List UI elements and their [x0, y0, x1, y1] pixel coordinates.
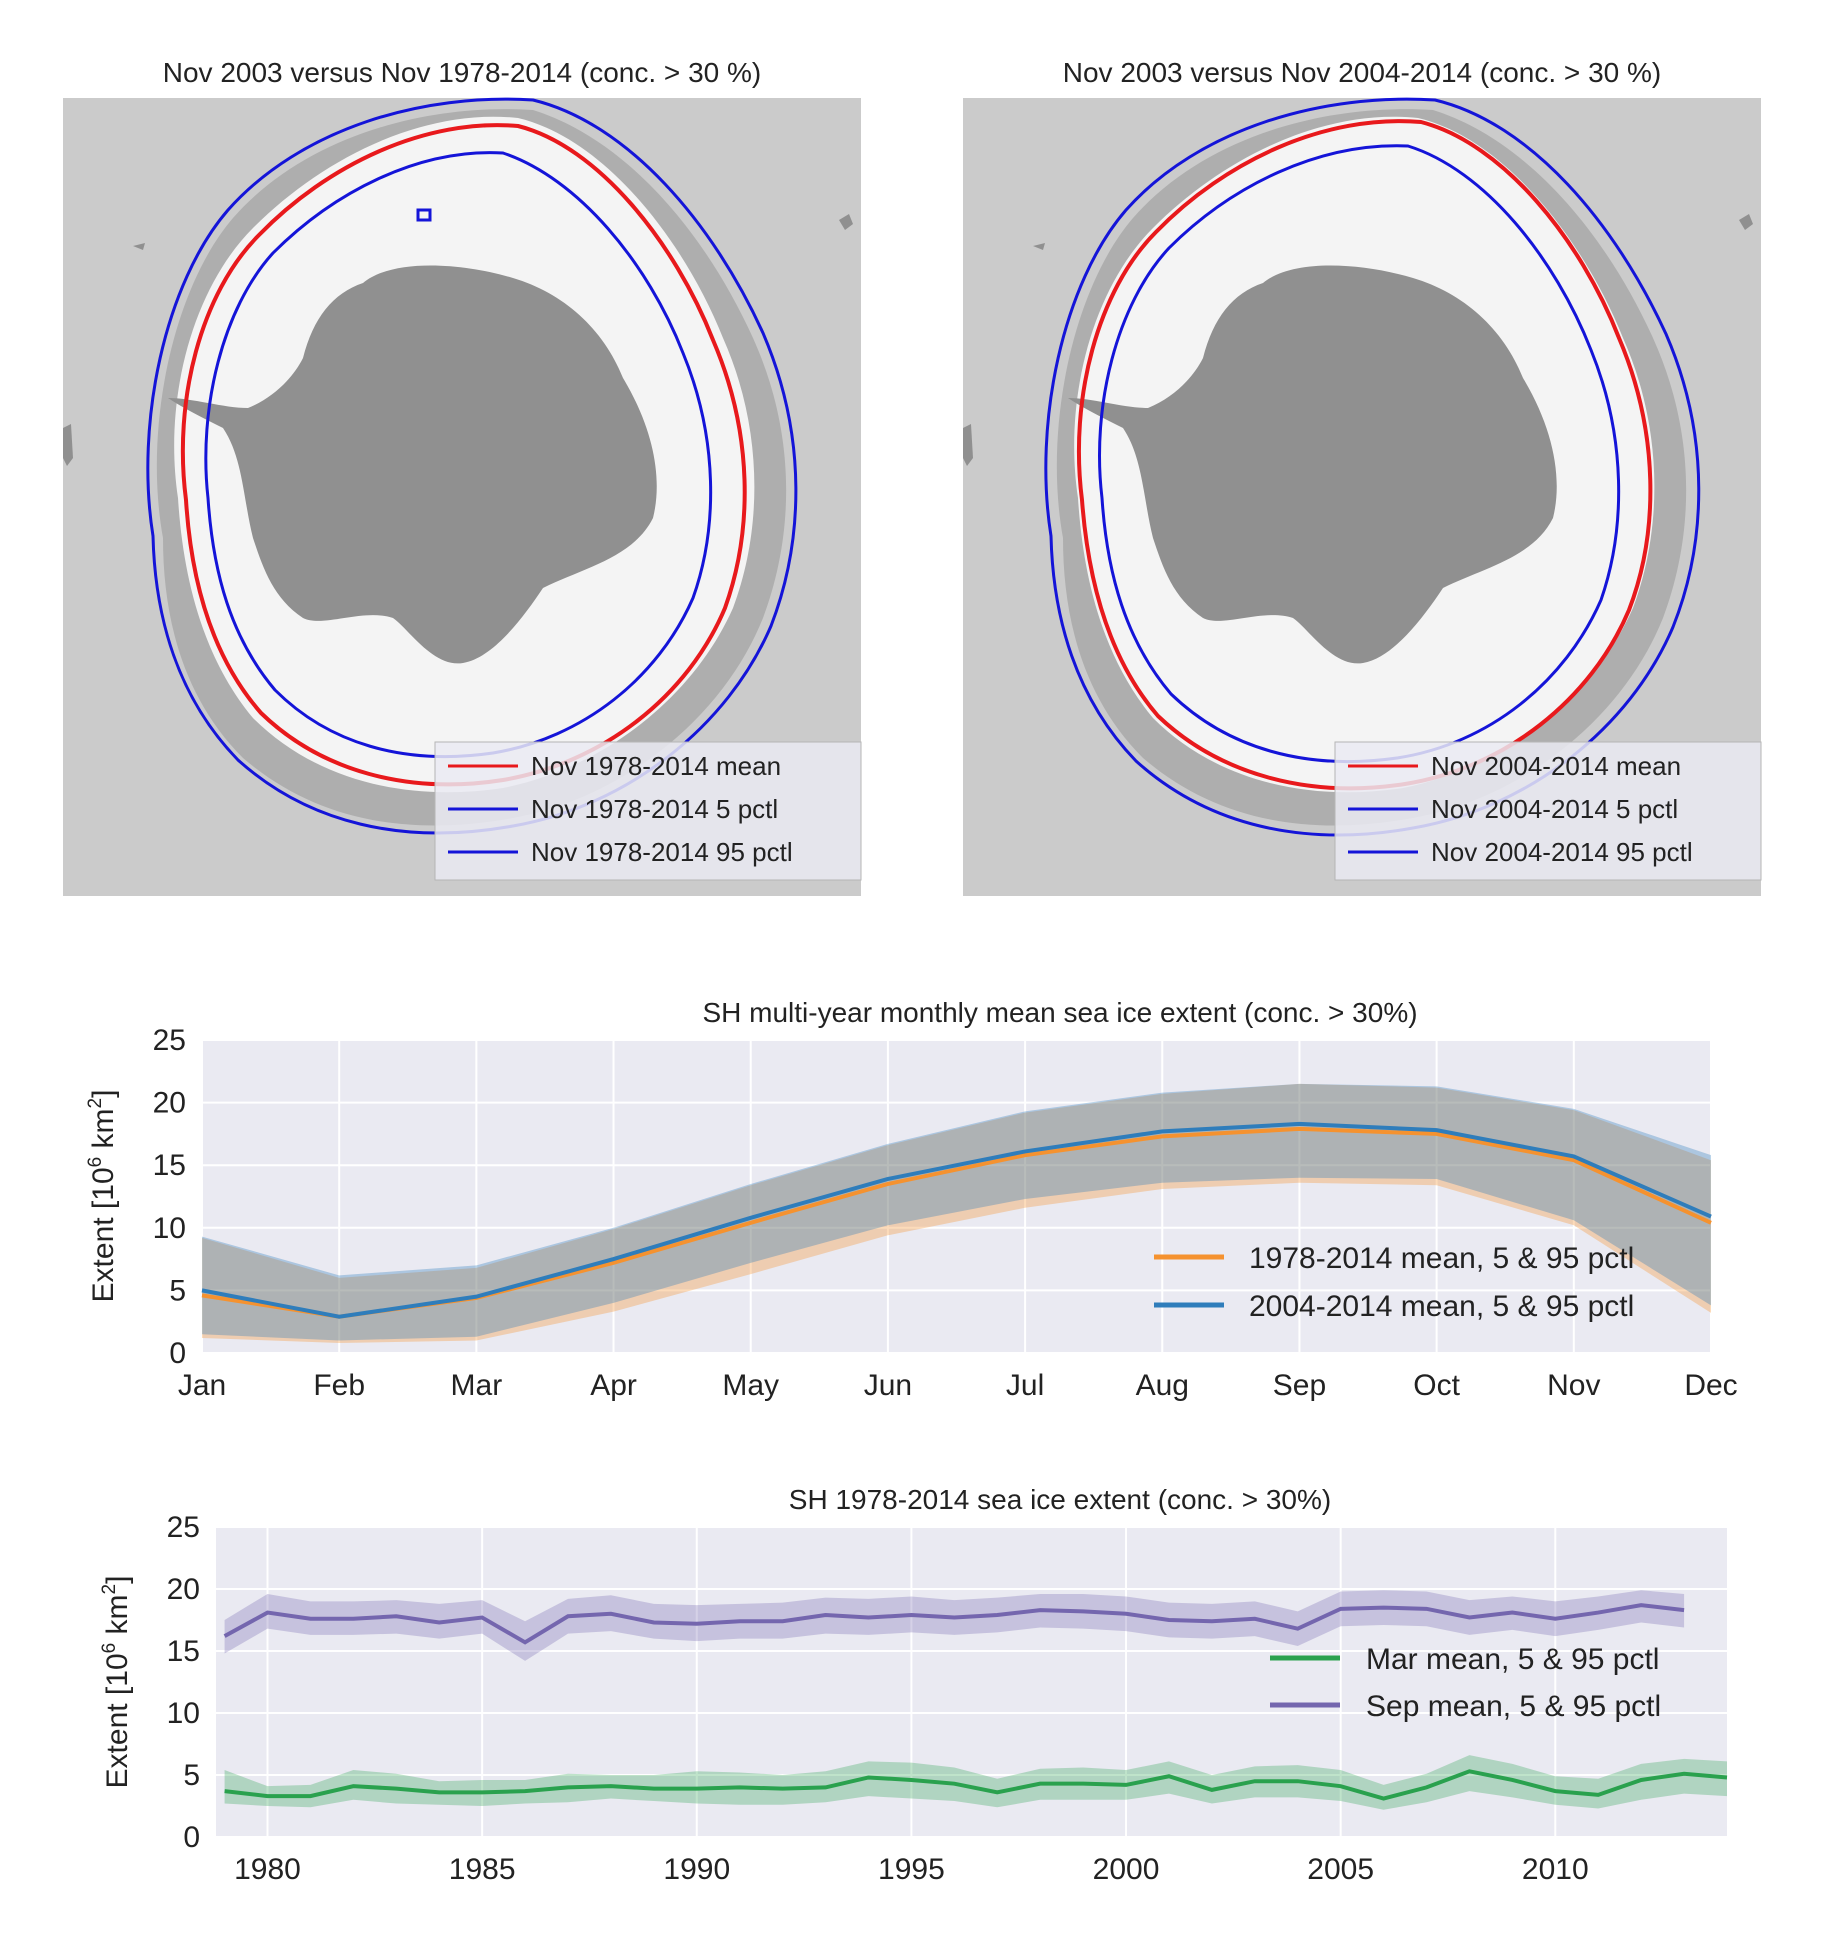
legend-label-mean: Nov 1978-2014 mean: [531, 751, 781, 781]
yearly-grid: [216, 1526, 1727, 1838]
monthly-extent-chart: SH multi-year monthly mean sea ice exten…: [85, 997, 1738, 1402]
falkland-land: [133, 243, 145, 250]
monthly-bands: [202, 1083, 1711, 1343]
y-tick-label: 10: [153, 1212, 186, 1245]
map-1-legend: Nov 1978-2014 mean Nov 1978-2014 5 pctl …: [434, 741, 862, 881]
x-tick-label: 2010: [1522, 1853, 1589, 1886]
x-tick-label: 1990: [663, 1853, 730, 1886]
kerguelen-land: [1739, 214, 1753, 230]
legend-label-2004-2014: 2004-2014 mean, 5 & 95 pctl: [1249, 1290, 1634, 1323]
x-tick-label: May: [722, 1369, 779, 1402]
mean-line: [223, 1603, 1685, 1645]
yearly-legend: Mar mean, 5 & 95 pctl Sep mean, 5 & 95 p…: [1270, 1643, 1661, 1723]
legend-label-mar: Mar mean, 5 & 95 pctl: [1366, 1643, 1659, 1676]
south-america-land: [963, 424, 973, 466]
y-tick-label: 5: [169, 1274, 186, 1307]
percentile-band: [202, 1083, 1711, 1341]
y-tick-label: 25: [153, 1024, 186, 1057]
pctl-5-contour: [1098, 144, 1621, 764]
yearly-bands: [224, 1590, 1728, 1810]
x-tick-label: 1995: [878, 1853, 945, 1886]
y-tick-label: 25: [167, 1511, 200, 1544]
y-tick-label: 10: [167, 1697, 200, 1730]
percentile-band: [224, 1590, 1685, 1661]
x-tick-label: 1980: [234, 1853, 301, 1886]
yearly-extent-chart: SH 1978-2014 sea ice extent (conc. > 30%…: [99, 1484, 1728, 1886]
percentile-band: [202, 1083, 1711, 1343]
x-tick-label: Nov: [1547, 1369, 1600, 1402]
south-america-land: [63, 424, 73, 466]
falkland-land: [1033, 243, 1045, 250]
antarctica-land: [168, 265, 657, 664]
legend-label-pctl-5: Nov 1978-2014 5 pctl: [531, 794, 778, 824]
monthly-grid: [201, 1039, 1712, 1354]
legend-label-mean: Nov 2004-2014 mean: [1431, 751, 1681, 781]
x-tick-label: Aug: [1136, 1369, 1189, 1402]
mean-contour: [1076, 119, 1653, 791]
x-tick-label: Jun: [864, 1369, 912, 1402]
y-tick-label: 0: [183, 1821, 200, 1854]
x-tick-label: Oct: [1413, 1369, 1460, 1402]
x-tick-label: Dec: [1684, 1369, 1737, 1402]
x-tick-label: Sep: [1273, 1369, 1326, 1402]
y-tick-label: 15: [153, 1149, 186, 1182]
legend-label-pctl-95: Nov 2004-2014 95 pctl: [1431, 837, 1693, 867]
y-tick-label: 5: [183, 1759, 200, 1792]
map-panel-2: Nov 2003 versus Nov 2004-2014 (conc. > 3…: [963, 57, 1762, 896]
pctl-95-contour: [146, 97, 798, 835]
map-1-title: Nov 2003 versus Nov 1978-2014 (conc. > 3…: [163, 57, 761, 88]
x-tick-label: Jan: [178, 1369, 226, 1402]
y-tick-label: 20: [153, 1087, 186, 1120]
x-tick-label: 2005: [1307, 1853, 1374, 1886]
y-tick-label: 0: [169, 1337, 186, 1370]
yearly-chart-title: SH 1978-2014 sea ice extent (conc. > 30%…: [789, 1484, 1331, 1515]
monthly-y-tick-labels: 0 5 10 15 20 25: [153, 1024, 186, 1370]
y-tick-label: 15: [167, 1635, 200, 1668]
legend-label-1978-2014: 1978-2014 mean, 5 & 95 pctl: [1249, 1242, 1634, 1275]
y-tick-label: 20: [167, 1573, 200, 1606]
mean-line: [201, 1121, 1712, 1319]
x-tick-label: Feb: [313, 1369, 365, 1402]
yearly-y-axis-label: Extent [106 km2]: [99, 1576, 134, 1789]
monthly-chart-title: SH multi-year monthly mean sea ice exten…: [702, 997, 1417, 1028]
map-2-legend: Nov 2004-2014 mean Nov 2004-2014 5 pctl …: [1334, 741, 1762, 881]
map-panel-1: Nov 2003 versus Nov 1978-2014 (conc. > 3…: [63, 57, 862, 896]
pctl-95-contour: [1044, 97, 1701, 837]
antarctica-land: [1068, 265, 1557, 664]
pctl-5-contour: [204, 151, 713, 759]
legend-label-pctl-95: Nov 1978-2014 95 pctl: [531, 837, 793, 867]
x-tick-label: Apr: [590, 1369, 637, 1402]
monthly-lines: [201, 1121, 1712, 1319]
x-tick-label: Jul: [1006, 1369, 1044, 1402]
monthly-y-axis-label: Extent [106 km2]: [85, 1090, 120, 1303]
monthly-legend: 1978-2014 mean, 5 & 95 pctl 2004-2014 me…: [1154, 1242, 1634, 1323]
legend-label-pctl-5: Nov 2004-2014 5 pctl: [1431, 794, 1678, 824]
mean-line: [224, 1769, 1728, 1801]
yearly-y-tick-labels: 0 5 10 15 20 25: [167, 1511, 200, 1854]
legend-label-sep: Sep mean, 5 & 95 pctl: [1366, 1690, 1661, 1723]
monthly-x-tick-labels: Jan Feb Mar Apr May Jun Jul Aug Sep Oct Nov Dec: [178, 1369, 1738, 1402]
map-2-content: [963, 97, 1753, 837]
mean-contour: [180, 123, 747, 787]
x-tick-label: Mar: [451, 1369, 503, 1402]
pctl-5-islet-contour: [416, 208, 432, 222]
map-1-content: [63, 97, 853, 835]
x-tick-label: 1985: [449, 1853, 516, 1886]
map-2-title: Nov 2003 versus Nov 2004-2014 (conc. > 3…: [1063, 57, 1661, 88]
x-tick-label: 2000: [1093, 1853, 1160, 1886]
yearly-x-tick-labels: 1980 1985 1990 1995 2000 2005 2010: [234, 1853, 1589, 1886]
yearly-lines: [223, 1603, 1728, 1801]
kerguelen-land: [839, 214, 853, 230]
percentile-band: [224, 1755, 1728, 1810]
